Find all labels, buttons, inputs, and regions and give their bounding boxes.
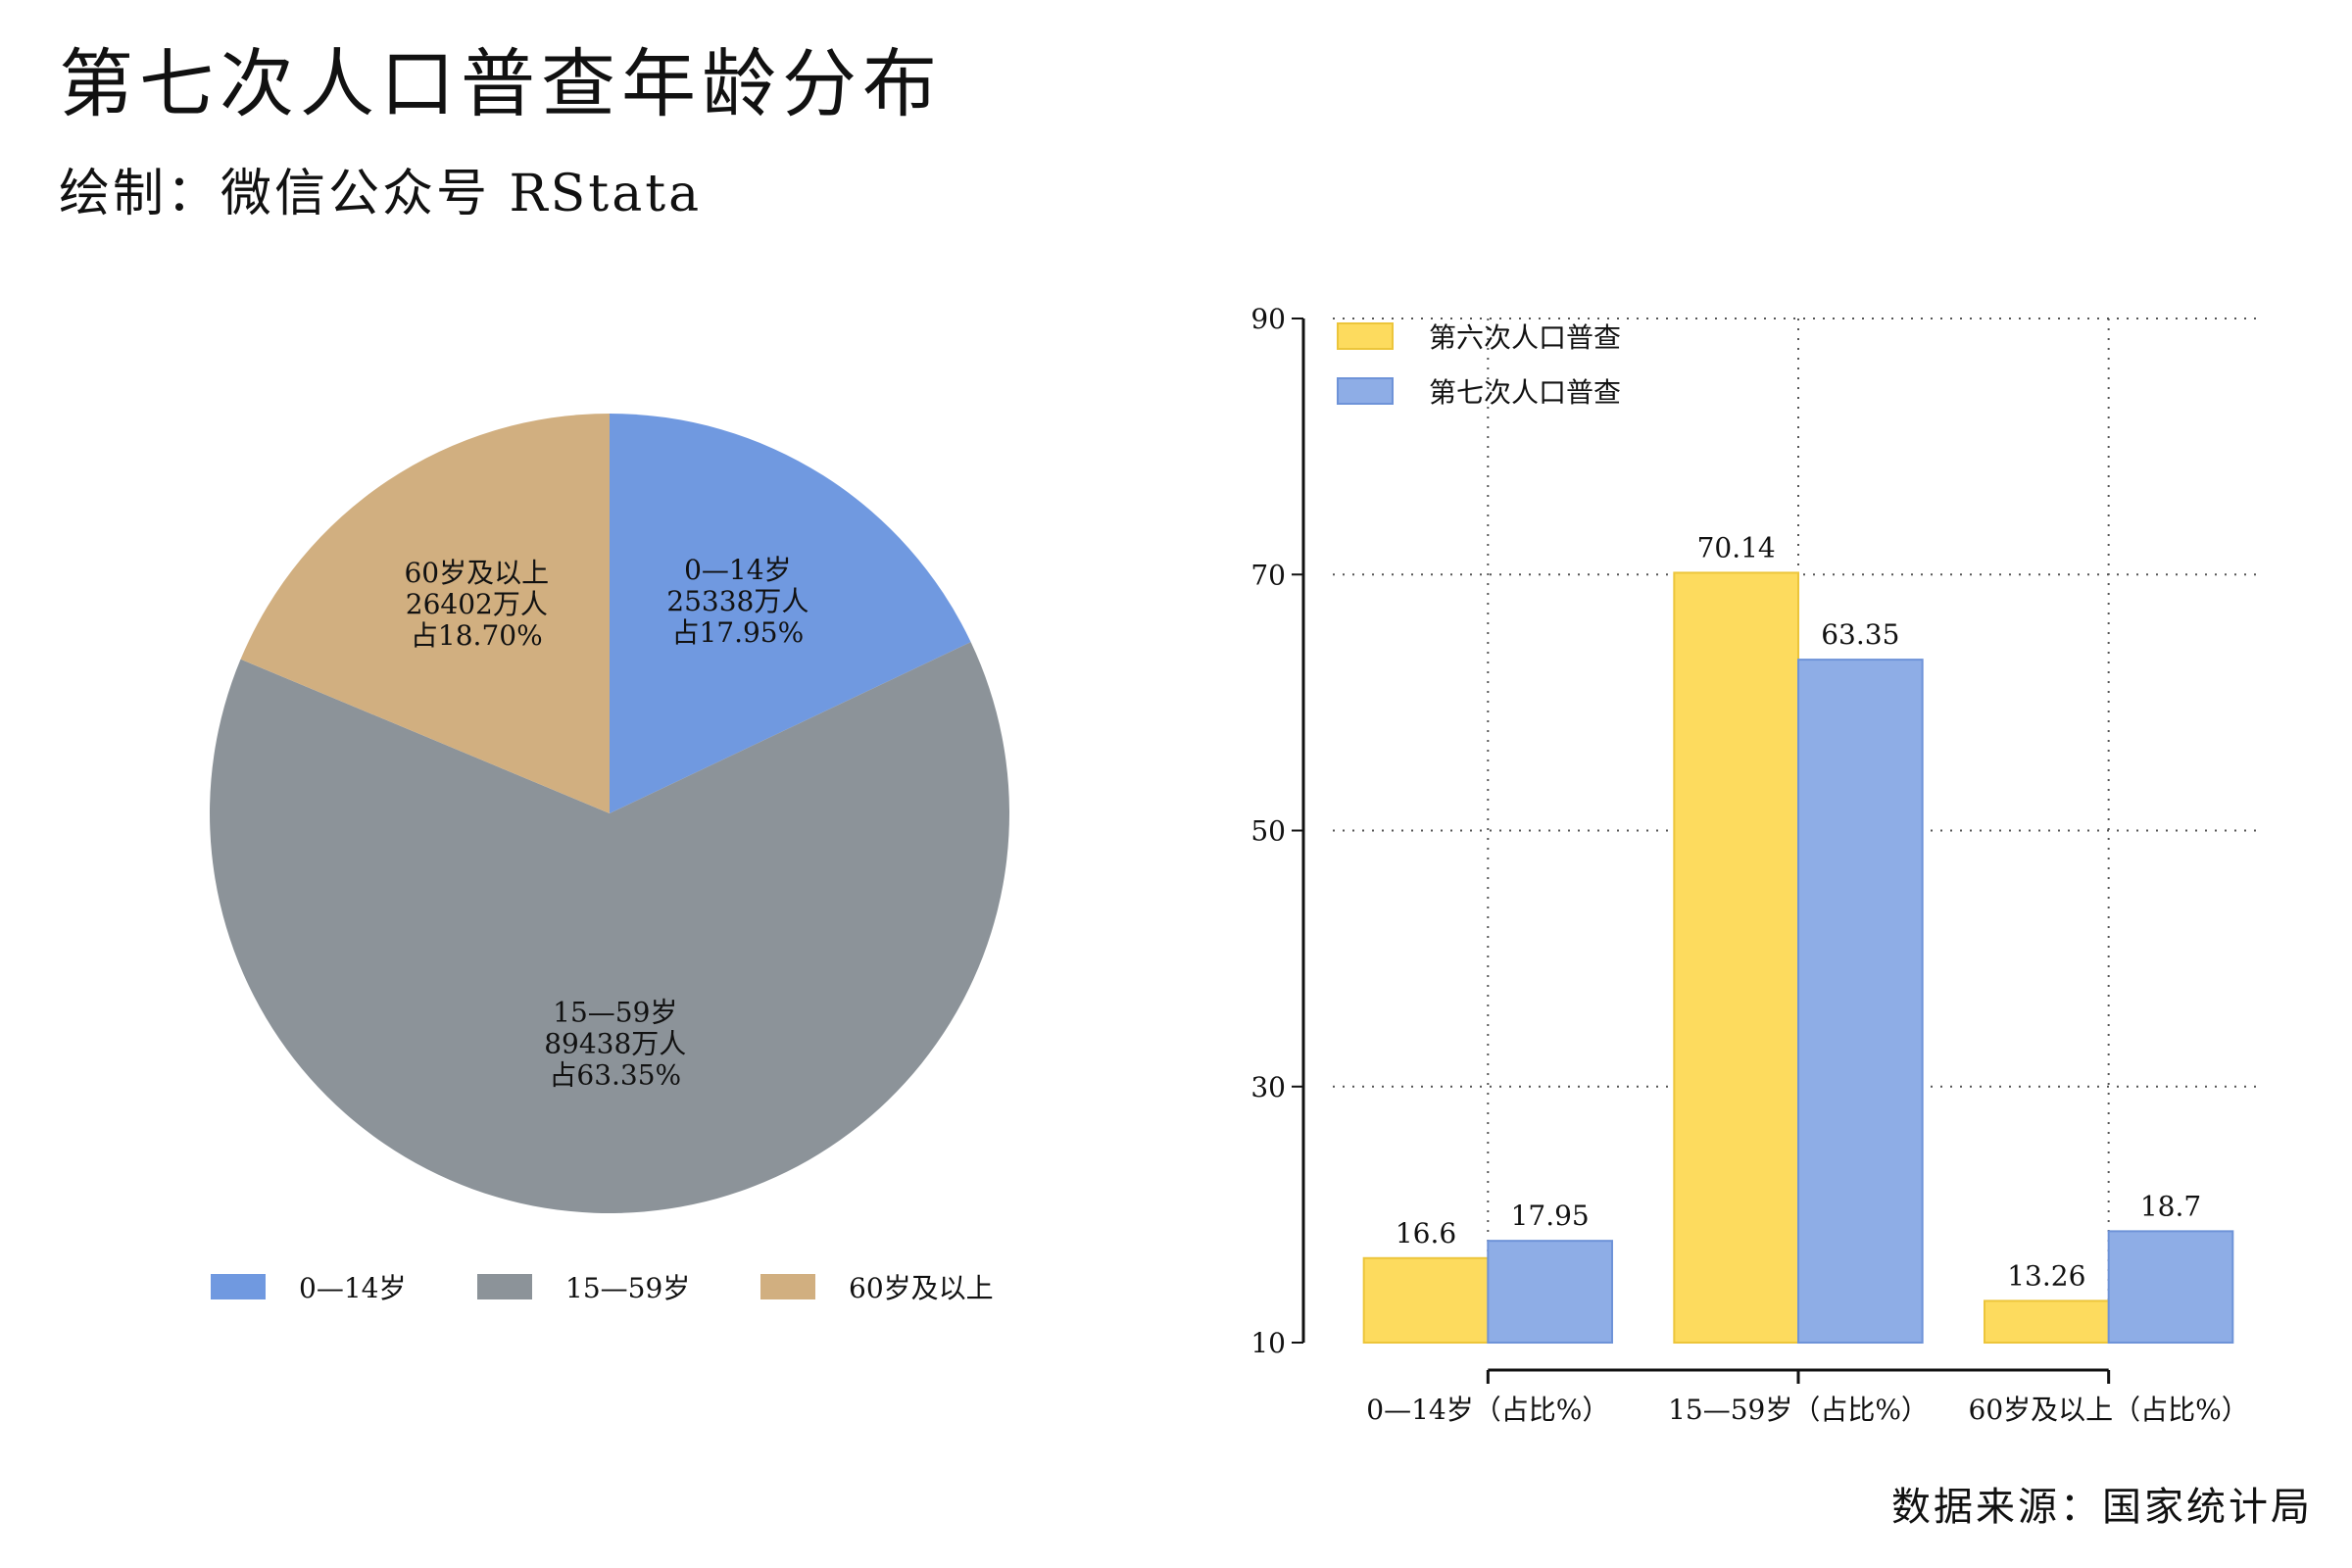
bar (2107, 1230, 2234, 1345)
x-tick-label: 0—14岁（占比%） (1366, 1394, 1609, 1426)
pie-label: 占18.70% (411, 619, 543, 652)
legend-swatch (1337, 322, 1394, 350)
legend-label: 0—14岁 (299, 1272, 406, 1304)
bar (1984, 1299, 2110, 1345)
chart-subtitle: 绘制：微信公众号 RStata (59, 165, 703, 223)
legend-swatch (211, 1274, 266, 1299)
pie-label: 占63.35% (549, 1059, 681, 1092)
bar (1673, 571, 1800, 1344)
y-tick-label: 70 (1250, 559, 1286, 591)
pie-chart: 0—14岁25338万人占17.95%15—59岁89438万人占63.35%6… (210, 414, 1009, 1304)
pie-slice-2 (240, 414, 611, 813)
bar (1487, 1240, 1614, 1345)
pie-label: 占17.95% (671, 616, 804, 649)
bar-value-label: 70.14 (1697, 531, 1776, 564)
pie-slice-0 (610, 414, 971, 813)
pie-label: 89438万人 (544, 1028, 686, 1060)
legend-label: 第六次人口普查 (1429, 321, 1621, 354)
x-tick-label: 60岁及以上（占比%） (1969, 1394, 2249, 1426)
legend-label: 60岁及以上 (849, 1272, 994, 1304)
bar-value-label: 17.95 (1511, 1200, 1590, 1232)
y-tick-label: 50 (1250, 815, 1286, 848)
legend-swatch (760, 1274, 815, 1299)
x-tick-label: 15—59岁（占比%） (1668, 1394, 1929, 1426)
pie-label: 15—59岁 (553, 997, 677, 1029)
bar-value-label: 16.6 (1396, 1217, 1456, 1250)
chart-title: 第七次人口普查年龄分布 (59, 40, 943, 127)
y-tick-label: 30 (1250, 1071, 1286, 1103)
bar-value-label: 18.7 (2140, 1190, 2201, 1222)
y-tick-label: 10 (1250, 1327, 1286, 1359)
pie-label: 26402万人 (406, 588, 548, 620)
y-tick-label: 90 (1250, 303, 1286, 335)
data-source-note: 数据来源：国家统计局 (1891, 1485, 2313, 1530)
legend-label: 15—59岁 (565, 1272, 690, 1304)
pie-label: 0—14岁 (684, 554, 791, 586)
legend-swatch (477, 1274, 532, 1299)
legend-label: 第七次人口普查 (1429, 376, 1621, 409)
bar (1797, 659, 1924, 1345)
bar-value-label: 13.26 (2007, 1259, 2085, 1292)
pie-slice-1 (210, 642, 1009, 1213)
legend-swatch (1337, 377, 1394, 405)
bar (1362, 1256, 1490, 1344)
bar-chart: 10 30 50 70 90 16.6 70.14 13.26 17.95 63.35 18.7 0—… (1250, 303, 2264, 1426)
pie-label: 25338万人 (666, 585, 808, 617)
bar-value-label: 63.35 (1821, 618, 1899, 651)
pie-label: 60岁及以上 (404, 557, 549, 589)
